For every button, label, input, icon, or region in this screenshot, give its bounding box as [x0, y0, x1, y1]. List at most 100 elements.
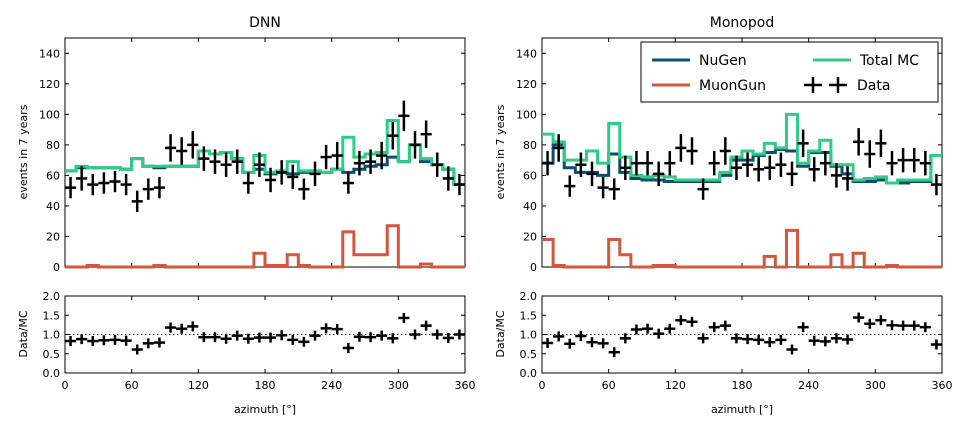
panel-dnn-ratio-ytick-label: 1.0: [43, 329, 61, 342]
panel-dnn-data-point: [453, 173, 465, 196]
panel-mono-ratio-ratio-point: [842, 334, 854, 345]
panel-mono-ratio-xtick-label: 300: [865, 379, 886, 392]
panel-dnn-ytick-label: 40: [46, 200, 60, 213]
panel-dnn-ratio-ratio-point: [109, 334, 121, 345]
panel-dnn-ratio-xtick-label: 240: [321, 379, 342, 392]
legend-label-data: Data: [857, 78, 890, 94]
panel-dnn-ratio-ratio-point: [242, 333, 254, 344]
panel-mono-ratio-ratio-point: [653, 328, 665, 339]
panel-mono-ratio-ratio-point: [708, 322, 720, 333]
panel-mono-ratio-xtick-label: 0: [539, 379, 546, 392]
panel-dnn-data-point: [309, 161, 321, 187]
panel-mono-data-point: [642, 150, 654, 176]
panel-mono-ratio-ratio-point: [608, 347, 620, 358]
panel-mono-data-point: [797, 129, 809, 158]
panel-mono-data-point: [730, 155, 742, 180]
panel-dnn-ratio-ratio-point: [209, 332, 221, 343]
legend-label-total: Total MC: [859, 53, 919, 69]
panel-mono-ratio-ratio-point: [686, 316, 698, 327]
panel-mono-ratio-ratio-point: [775, 334, 787, 345]
panel-mono-ratio-ratio-point: [908, 320, 920, 331]
panel-mono-ratio-ratio-point: [897, 320, 909, 331]
panel-dnn-data-point: [142, 178, 154, 200]
panel-mono-ratio-ratio-point: [753, 334, 765, 345]
panel-mono-data-point: [553, 134, 565, 162]
panel-dnn-ratio-ratio-point: [165, 322, 177, 333]
panel-dnn-data-point: [209, 149, 221, 174]
panel-mono-ratio-ratio-point: [619, 333, 631, 344]
panel-mono-ratio-ratio-point: [819, 336, 831, 347]
panel-mono-ratio-ratio-point: [808, 335, 820, 346]
legend: NuGen Total MC MuonGun Data: [640, 41, 939, 103]
panel-mono-ratio-ratio-point: [864, 318, 876, 329]
panel-mono-ratio-ratio-point: [642, 323, 654, 334]
panel-mono-ratio-ytick-label: 0.5: [520, 348, 538, 361]
panel-mono-series-muongun: [542, 228, 942, 269]
panel-dnn-data-point: [253, 152, 265, 177]
panel-dnn-series-total: [65, 118, 465, 187]
panel-mono-ratio-ratio-point: [719, 320, 731, 331]
monopod-ratio-ylabel: Data/MC: [494, 310, 507, 357]
panel-dnn-ratio-ytick-label: 2.0: [43, 290, 61, 303]
panel-mono-data-point: [686, 137, 698, 165]
panel-dnn-ratio-ratio-point: [153, 337, 165, 348]
panel-dnn-ratio-ratio-point: [442, 332, 454, 343]
panel-dnn-ratio-xtick-label: 180: [255, 379, 276, 392]
panel-dnn-ratio-ratio-point: [198, 332, 210, 343]
panel-mono-data-point: [864, 140, 876, 168]
panel-dnn-data-point: [276, 160, 288, 185]
panel-dnn-ratio-xtick-label: 120: [188, 379, 209, 392]
panel-dnn-ratio-ytick-label: 1.5: [43, 309, 61, 322]
panel-dnn-data-point: [220, 152, 232, 177]
panel-mono-data-point: [786, 161, 798, 187]
panel-mono-data-point: [830, 163, 842, 188]
panel-mono-ratio-ratio-point: [742, 334, 754, 345]
panel-dnn-ratio-xtick-label: 360: [455, 379, 476, 392]
panel-dnn-data-point: [187, 131, 199, 159]
panel-dnn-data-point: [109, 170, 121, 193]
panel-dnn-data-point: [442, 166, 454, 191]
panel-dnn-ratio-xtick-label: 300: [388, 379, 409, 392]
dnn-panel-title: DNN: [249, 15, 281, 31]
panel-dnn-data-point: [165, 134, 177, 162]
panel-mono-data-point: [675, 134, 687, 162]
monopod-xlabel: azimuth [°]: [711, 403, 773, 416]
panel-dnn-ratio-ratio-point: [342, 342, 354, 353]
panel-dnn-ratio-ratio-point: [420, 320, 432, 331]
panel-dnn-data-point: [87, 173, 99, 196]
panel-dnn-ratio-ratio-point: [353, 331, 365, 342]
panel-dnn-ytick-label: 140: [39, 47, 60, 60]
panel-dnn-ratio-ratio-point: [131, 344, 143, 355]
panel-dnn-ratio-ratio-point: [453, 329, 465, 340]
panel-dnn-data-point: [176, 137, 188, 165]
panel-dnn-ratio-ratio-point: [409, 329, 421, 340]
panel-dnn-data-point: [287, 164, 299, 190]
panel-mono-ratio-xtick-label: 360: [932, 379, 953, 392]
panel-dnn-ytick-label: 60: [46, 169, 60, 182]
panel-dnn-ytick-label: 100: [39, 108, 60, 121]
panel-dnn-ratio-ratio-point: [287, 334, 299, 345]
panel-dnn-data-point: [76, 166, 88, 191]
panel-mono-ratio-ratio-point: [675, 315, 687, 326]
panel-mono-data-point: [608, 178, 620, 200]
panel-dnn-data-point: [198, 146, 210, 171]
panel-dnn-data-point: [98, 172, 110, 194]
panel-dnn-ratio-ratio-point: [176, 323, 188, 334]
panel-dnn-ratio-ratio-point: [298, 336, 310, 347]
panel-mono-data-point: [542, 150, 554, 176]
panel-mono-ytick-label: 100: [516, 108, 537, 121]
panel-mono-ytick-label: 20: [523, 230, 537, 243]
legend-label-muongun: MuonGun: [699, 78, 766, 94]
panel-dnn-data-point: [331, 141, 343, 170]
panel-dnn-axes-frame: [64, 37, 466, 268]
dnn-xlabel: azimuth [°]: [234, 403, 296, 416]
dnn-histogram-panel: 0 20 40 60 80 100 120 140: [39, 37, 466, 274]
legend-entry-total: Total MC: [813, 53, 919, 69]
legend-entry-muongun: MuonGun: [652, 78, 766, 94]
panel-dnn-data-point: [65, 176, 77, 199]
panel-mono-ratio-ratio-point: [730, 333, 742, 344]
panel-dnn-ratio-ratio-point: [98, 335, 110, 346]
panel-mono-ratio-ratio-point: [564, 338, 576, 349]
panel-mono-ratio-xtick-label: 120: [665, 379, 686, 392]
legend-label-nugen: NuGen: [699, 53, 747, 69]
